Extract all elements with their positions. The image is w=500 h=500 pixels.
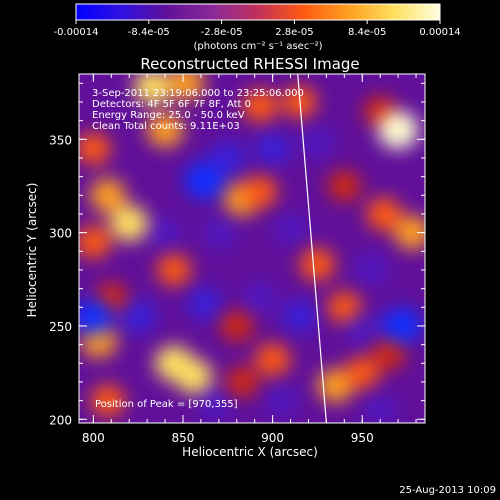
bright-source-blob <box>366 197 402 231</box>
bright-source-blob <box>394 215 425 250</box>
info-detectors: Detectors: 4F 5F 6F 7F 8F, Att 0 <box>92 99 251 110</box>
negative-residual-blob <box>119 299 157 334</box>
bright-source-blob <box>220 310 254 342</box>
bright-source-blob <box>317 368 354 403</box>
colorbar-units: (photons cm⁻² s⁻¹ asec⁻²) <box>193 41 322 52</box>
colorbar <box>75 3 441 21</box>
x-tick-label: 900 <box>261 431 284 445</box>
bright-source-blob <box>372 338 406 370</box>
observation-info: 3-Sep-2011 23:19:06.000 to 23:25:06.000 … <box>92 88 304 132</box>
y-tick-label: 200 <box>49 413 72 427</box>
y-axis-ticks: 200 250 300 350 <box>49 82 425 427</box>
negative-residual-blob <box>209 140 246 176</box>
negative-residual-blob <box>281 299 318 334</box>
heatmap-image <box>79 74 425 423</box>
bright-source-blob <box>133 74 172 105</box>
info-clean-counts: Clean Total counts: 9.11E+03 <box>92 121 240 132</box>
negative-residual-blob <box>300 126 335 160</box>
bright-source-blob <box>327 291 362 324</box>
bright-source-blob <box>345 356 380 389</box>
negative-residual-blob <box>345 313 380 346</box>
colorbar-tick-label: -8.4e-05 <box>128 27 170 38</box>
bright-source-blob <box>156 253 192 287</box>
negative-residual-blob <box>264 384 299 417</box>
bright-source-blob <box>242 175 278 208</box>
x-axis-label: Heliocentric X (arcsec) <box>182 445 318 459</box>
bright-source-blob <box>109 205 149 242</box>
y-tick-label: 250 <box>49 320 72 334</box>
bright-source-blob <box>254 342 291 377</box>
y-tick-label: 300 <box>49 227 72 241</box>
chart-title: Reconstructed RHESSI Image <box>140 55 359 73</box>
negative-residual-blob <box>201 216 237 249</box>
x-tick-label: 850 <box>172 431 195 445</box>
negative-residual-blob <box>273 213 308 245</box>
bright-source-blob <box>242 89 278 123</box>
colorbar-tick-label: 2.8e-05 <box>275 27 313 38</box>
footer-timestamp: 25-Aug-2013 10:09 <box>399 485 496 496</box>
negative-residual-blob <box>198 388 233 421</box>
colorbar-tick-label: 0.00014 <box>419 27 460 38</box>
bright-source-blob <box>90 384 125 417</box>
bright-source-blob <box>299 247 336 282</box>
negative-residual-blob <box>254 132 291 166</box>
bright-source-blob <box>79 132 111 165</box>
plot-frame <box>78 73 426 424</box>
colorbar-tick-label: 8.4e-05 <box>348 27 386 38</box>
negative-residual-blob <box>354 253 389 287</box>
bright-source-blob <box>79 225 112 259</box>
negative-residual-blob <box>184 161 225 200</box>
negative-residual-blob <box>186 286 223 321</box>
bright-source-blob <box>377 110 419 150</box>
x-tick-label: 800 <box>82 431 105 445</box>
info-time-range: 3-Sep-2011 23:19:06.000 to 23:25:06.000 <box>92 88 304 99</box>
x-tick-label: 950 <box>351 431 374 445</box>
bright-source-blob <box>225 366 259 398</box>
info-energy-range: Energy Range: 25.0 - 50.0 keV <box>92 110 245 121</box>
negative-residual-blob <box>363 394 397 423</box>
x-axis-ticks: 800 850 900 950 <box>82 74 417 445</box>
negative-residual-blob <box>381 307 422 345</box>
y-tick-label: 350 <box>49 133 72 147</box>
bright-source-blob <box>89 178 126 213</box>
bright-source-blob <box>146 112 184 148</box>
negative-residual-blob <box>148 216 182 249</box>
bright-source-blob <box>175 358 213 394</box>
bright-source-blob <box>327 170 361 202</box>
solar-limb-line <box>297 74 327 423</box>
peak-position-label: Position of Peak = [970,355] <box>95 399 238 410</box>
bright-source-blob <box>168 74 205 101</box>
negative-residual-blob <box>79 298 113 335</box>
colorbar-tick-label: -0.00014 <box>54 27 99 38</box>
colorbar-tick-label: -2.8e-05 <box>201 27 243 38</box>
negative-residual-blob <box>242 281 278 315</box>
colorbar-ticks: -0.00014 -8.4e-05 -2.8e-05 2.8e-05 8.4e-05 0.… <box>54 20 461 38</box>
y-axis-label: Heliocentric Y (arcsec) <box>25 183 39 318</box>
